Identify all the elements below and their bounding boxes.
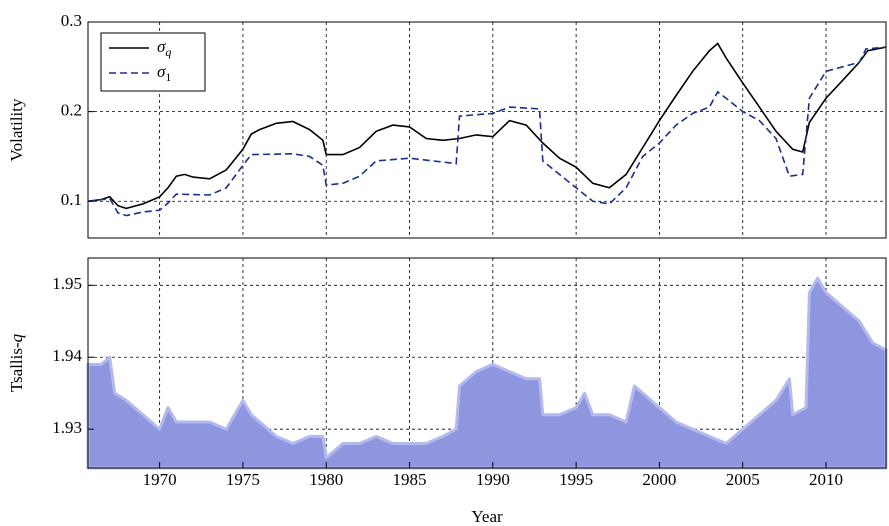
y-tick-label: 0.1 — [61, 190, 82, 209]
data-area — [86, 276, 888, 470]
y-tick-label: 0.2 — [61, 101, 82, 120]
x-tick-label: 1985 — [393, 470, 427, 489]
x-tick-label: 2000 — [642, 470, 676, 489]
data-line — [87, 42, 887, 210]
label-symbol: q — [7, 333, 26, 342]
x-tick-label: 1980 — [309, 470, 343, 489]
y-tick-label: 1.93 — [52, 418, 82, 437]
data-line — [87, 46, 887, 217]
x-tick-label: 1975 — [226, 470, 260, 489]
plot-frame — [87, 257, 887, 469]
legend-label: σq — [157, 37, 171, 59]
x-tick-label: 1990 — [476, 470, 510, 489]
symbol: σ — [157, 62, 166, 81]
legend-label: σ1 — [157, 62, 171, 84]
x-tick-label: 1995 — [559, 470, 593, 489]
y-axis-label: Volatility — [7, 98, 26, 161]
symbol: σ — [157, 37, 166, 56]
x-tick-label: 2010 — [809, 470, 843, 489]
y-axis-label: Tsallis-q — [7, 333, 26, 392]
legend-box — [100, 32, 206, 92]
y-tick-label: 1.94 — [52, 346, 82, 365]
x-tick-label: 2005 — [726, 470, 760, 489]
x-axis-label: Year — [471, 507, 503, 526]
y-tick-label: 0.3 — [61, 11, 82, 30]
subscript: q — [165, 45, 171, 59]
label-text: Tsallis- — [7, 342, 26, 392]
plot-frame — [87, 21, 887, 239]
x-tick-label: 1970 — [143, 470, 177, 489]
y-tick-label: 1.95 — [52, 274, 82, 293]
subscript: 1 — [165, 70, 171, 84]
